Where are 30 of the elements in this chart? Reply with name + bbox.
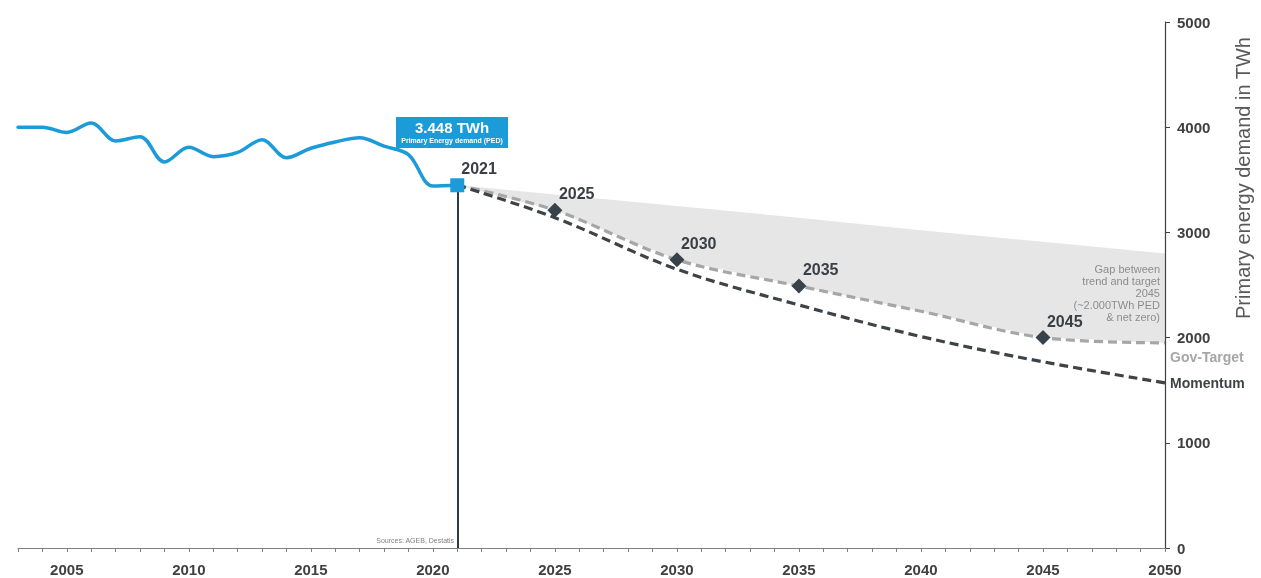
- annotation: 2021: [461, 160, 497, 178]
- point: [450, 178, 465, 193]
- point: [669, 252, 685, 268]
- annotation: 3.448 TWh: [413, 119, 491, 137]
- x-tick-label: 2030: [660, 561, 694, 578]
- series-label: Momentum: [1170, 374, 1245, 391]
- y-tick-label: 0: [1177, 539, 1186, 557]
- y-tick-label: 4000: [1177, 118, 1211, 136]
- x-tick-label: 2045: [1026, 561, 1060, 578]
- y-tick-label: 3000: [1177, 223, 1211, 241]
- annotation: 2025: [558, 185, 595, 203]
- point: [547, 202, 563, 218]
- x-tick-label: 2020: [416, 561, 450, 578]
- annotation: 2035: [802, 261, 839, 279]
- x-tick-label: 2025: [538, 561, 572, 578]
- series-label: Gov-Target: [1170, 348, 1244, 365]
- annotation: 2030: [680, 234, 717, 252]
- y-tick-label: 2000: [1177, 329, 1211, 347]
- point: [1035, 330, 1051, 346]
- x-tick-label: 2035: [782, 561, 816, 578]
- x-tick-label: 2040: [904, 561, 938, 578]
- annotation: 2045: [1046, 312, 1083, 330]
- point: [791, 278, 807, 294]
- x-tick-label: 2005: [50, 561, 84, 578]
- y-tick-label: 5000: [1177, 13, 1211, 31]
- x-tick-label: 2050: [1148, 561, 1182, 578]
- x-tick-label: 2010: [172, 561, 206, 578]
- y-axis-title: Primary energy demand in TWh: [1232, 37, 1254, 319]
- y-tick-label: 1000: [1177, 434, 1211, 452]
- x-tick-label: 2015: [294, 561, 328, 578]
